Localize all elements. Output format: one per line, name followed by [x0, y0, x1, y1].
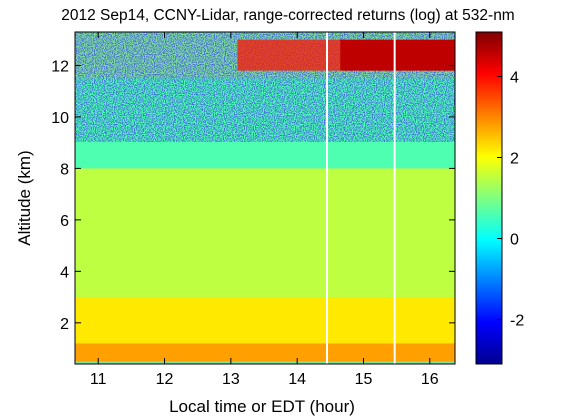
chart-title: 2012 Sep14, CCNY-Lidar, range-corrected …: [61, 7, 514, 24]
cloud-core: [340, 39, 455, 71]
layer-free-troposphere: [75, 168, 455, 298]
colorbar-tick-label: 4: [510, 70, 519, 87]
x-tick-label: 13: [222, 371, 240, 388]
y-tick-label: 4: [60, 264, 69, 281]
x-tick-label: 11: [90, 371, 107, 388]
layer-surface-aerosol: [75, 343, 455, 362]
y-tick-label: 12: [51, 58, 69, 75]
y-tick-label: 6: [60, 213, 69, 230]
y-tick-label: 10: [51, 110, 69, 127]
colorbar: -2 0 2 4: [475, 31, 524, 365]
colorbar-tick-label: 2: [510, 151, 519, 168]
y-axis-label: Altitude (km): [15, 150, 34, 245]
x-axis-label: Local time or EDT (hour): [169, 397, 355, 416]
colorbar-tick-label: 0: [510, 231, 519, 248]
x-tick-label: 14: [288, 371, 306, 388]
x-tick-label: 12: [156, 371, 174, 388]
colorbar-tick-label: -2: [510, 312, 524, 329]
cloud-layer: [237, 39, 455, 71]
plot-frame: [74, 31, 456, 365]
plot-area: [75, 32, 455, 364]
colorbar-frame: [475, 31, 503, 365]
x-tick-label: 15: [355, 371, 373, 388]
layer-boundary-layer: [75, 297, 455, 344]
gap-line-2: [393, 32, 396, 364]
gap-line-1: [326, 32, 329, 364]
y-tick-label: 2: [60, 316, 69, 333]
x-axis: 11 12 13 14 15 16: [90, 32, 439, 388]
colorbar-gradient: [476, 32, 502, 364]
x-tick-label: 16: [421, 371, 439, 388]
colorbar-ticks: -2 0 2 4: [497, 70, 524, 329]
y-tick-label: 8: [60, 161, 69, 178]
data-gaps: [326, 32, 396, 364]
y-axis: 2 4 6 8 10 12: [51, 58, 455, 333]
